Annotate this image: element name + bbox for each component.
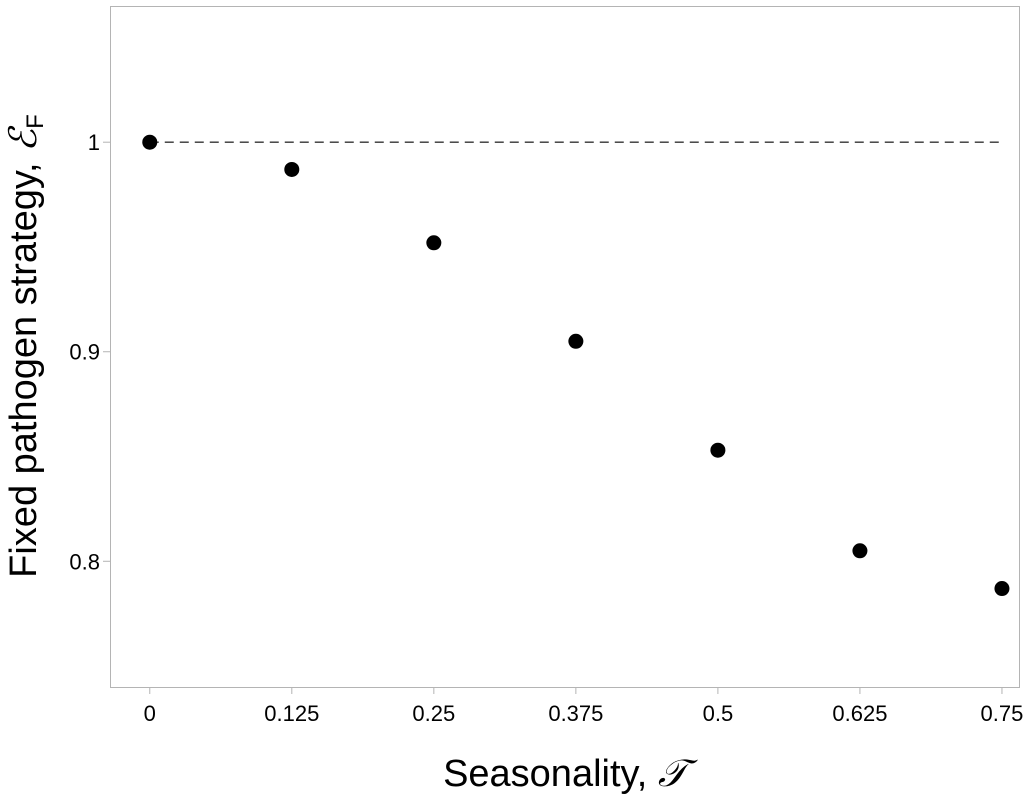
- tick-layer: 0 0.125 0.25 0.375 0.5 0.625 0.75 0.8 0.9 1: [69, 130, 1023, 726]
- y-axis-subscript: F: [22, 114, 49, 129]
- x-axis-title: Seasonality, 𝒯: [443, 751, 698, 795]
- x-tick-label: 0.125: [264, 701, 319, 726]
- data-point: [426, 235, 442, 251]
- data-point: [710, 442, 726, 458]
- y-axis-title-text: Fixed pathogen strategy,: [3, 152, 45, 578]
- y-tick-label: 1: [88, 130, 100, 155]
- y-axis-symbol: ℰ: [1, 125, 45, 152]
- data-point: [568, 333, 584, 349]
- data-point: [852, 543, 868, 559]
- data-point-layer: [142, 134, 1010, 597]
- x-axis-symbol: 𝒯: [658, 751, 698, 795]
- x-tick-label: 0: [144, 701, 156, 726]
- data-point: [284, 161, 300, 177]
- x-axis-title-text: Seasonality,: [443, 753, 658, 795]
- plot-frame: [110, 6, 1020, 688]
- y-tick-label: 0.9: [69, 340, 100, 365]
- y-tick-label: 0.8: [69, 549, 100, 574]
- data-point: [994, 581, 1010, 597]
- x-tick-label: 0.25: [412, 701, 455, 726]
- x-tick-label: 0.625: [832, 701, 887, 726]
- data-point: [142, 134, 158, 150]
- x-tick-label: 0.75: [981, 701, 1024, 726]
- x-tick-label: 0.5: [703, 701, 734, 726]
- y-axis-title: Fixed pathogen strategy, ℰF: [1, 114, 49, 578]
- x-tick-label: 0.375: [548, 701, 603, 726]
